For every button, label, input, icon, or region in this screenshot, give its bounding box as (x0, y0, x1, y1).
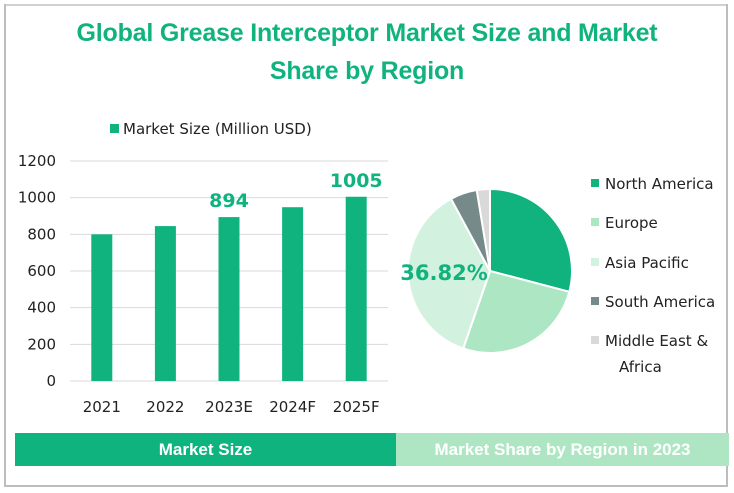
legend-swatch (591, 258, 599, 266)
bar-chart: Market Size (Million USD) 0 200 400 600 800 1… (18, 120, 388, 416)
bar-2024F (282, 207, 304, 381)
y-tick-label: 200 (27, 335, 56, 353)
chart-title-line-2: Share by Region (269, 57, 465, 85)
x-tick-label: 2025F (333, 398, 380, 416)
pie-legend-item: Europe (591, 210, 658, 236)
pie-legend-item: Middle East & Africa (591, 328, 708, 380)
pie-legend-item: Asia Pacific (591, 250, 689, 276)
legend-swatch (591, 218, 599, 226)
y-tick-label: 400 (27, 299, 56, 317)
pie-legend-item: North America (591, 171, 714, 197)
x-tick-label: 2022 (146, 398, 184, 416)
bar-2021 (91, 234, 113, 381)
legend-label: South America (605, 293, 716, 311)
x-tick-label: 2023E (205, 398, 253, 416)
bar-2023E (218, 217, 240, 381)
bar-chart-caption: Market Size (15, 433, 396, 466)
legend-label: Europe (605, 214, 658, 232)
legend-label: North America (605, 175, 714, 193)
frame-top-border (4, 4, 728, 6)
bar-data-label: 1005 (330, 170, 383, 192)
bar-2022 (154, 226, 176, 381)
chart-frame (4, 4, 728, 487)
pie-chart-caption: Market Share by Region in 2023 (396, 433, 729, 466)
chart-title: Global Grease Interceptor Market Size an… (0, 14, 734, 90)
bar-legend-swatch (110, 124, 119, 133)
y-tick-label: 0 (46, 372, 56, 390)
y-tick-label: 1200 (18, 152, 56, 170)
legend-label: Middle East & Africa (605, 332, 709, 376)
y-tick-label: 1000 (18, 189, 56, 207)
x-tick-label: 2021 (83, 398, 121, 416)
legend-swatch (591, 179, 599, 187)
legend-swatch (591, 297, 599, 305)
chart-title-line-1: Global Grease Interceptor Market Size an… (76, 19, 658, 47)
y-tick-label: 600 (27, 262, 56, 280)
legend-label: Asia Pacific (605, 254, 689, 272)
bar-2025F (345, 196, 367, 381)
y-tick-label: 800 (27, 225, 56, 243)
bar-legend: Market Size (Million USD) (110, 120, 312, 138)
pie-legend-item: South America (591, 289, 715, 315)
legend-swatch (591, 336, 599, 344)
bar-legend-label: Market Size (Million USD) (123, 120, 312, 138)
x-tick-label: 2024F (269, 398, 316, 416)
bar-data-label: 894 (209, 190, 249, 212)
